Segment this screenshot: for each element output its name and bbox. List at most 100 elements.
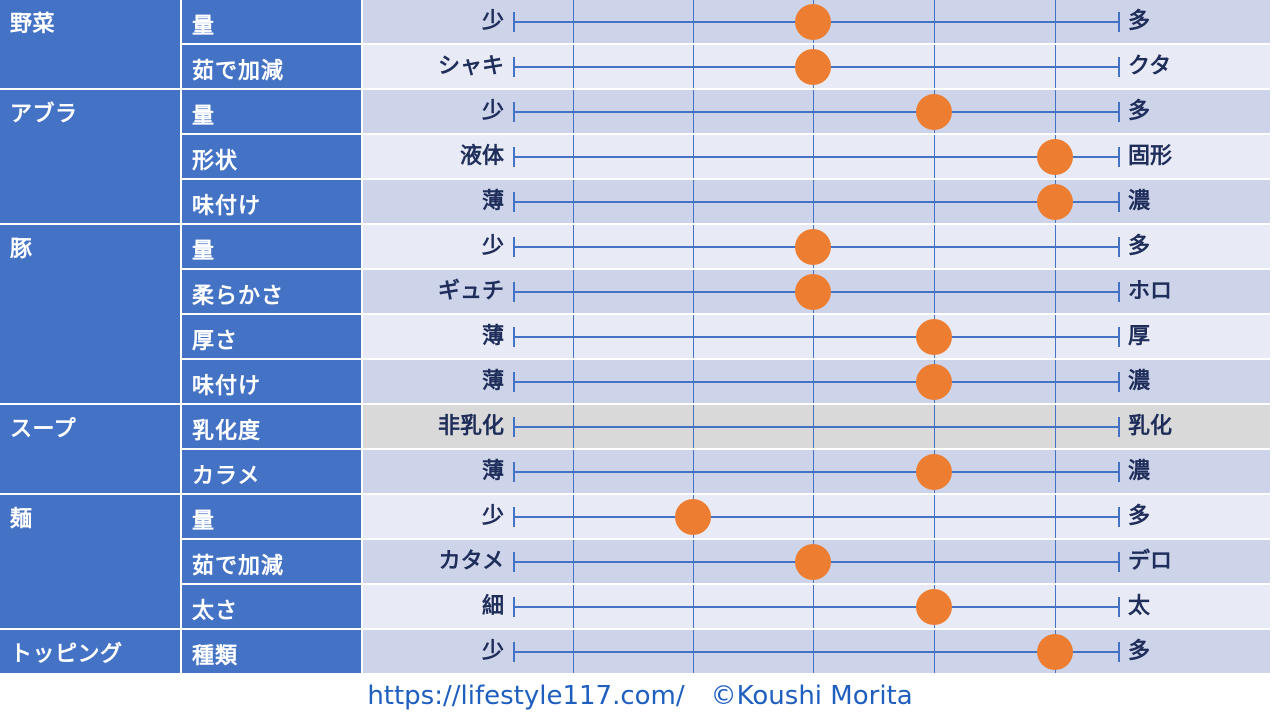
- scale-end-tick: [1118, 237, 1120, 257]
- scale-end-tick: [1118, 192, 1120, 212]
- property-label: 味付け: [182, 360, 361, 403]
- scale-row: 少多: [363, 90, 1270, 133]
- scale-gridline: [573, 540, 574, 583]
- scale-left-label: ギュチ: [437, 279, 504, 304]
- scale-end-tick: [1118, 552, 1120, 572]
- value-marker: [675, 499, 711, 535]
- property-label: カラメ: [182, 450, 361, 493]
- scale-end-tick: [1118, 507, 1120, 527]
- scale-end-tick: [1118, 417, 1120, 437]
- scale-axis-line: [513, 201, 1118, 203]
- scale-left-label: 少: [481, 99, 504, 124]
- property-label: 柔らかさ: [182, 270, 361, 313]
- scale-gridline: [934, 630, 935, 673]
- scale-gridline: [573, 135, 574, 178]
- scale-gridline: [573, 0, 574, 43]
- scale-gridline: [813, 360, 814, 403]
- scale-end-tick: [1118, 597, 1120, 617]
- scale-row: 薄厚: [363, 315, 1270, 358]
- scale-gridline: [813, 630, 814, 673]
- scale-end-tick: [513, 57, 515, 77]
- scale-gridline: [1055, 270, 1056, 313]
- scale-end-tick: [1118, 12, 1120, 32]
- scale-left-label: 少: [481, 9, 504, 34]
- scale-gridline: [934, 180, 935, 223]
- scale-gridline: [693, 45, 694, 88]
- scale-gridline: [934, 225, 935, 268]
- scale-gridline: [813, 315, 814, 358]
- scale-left-label: シャキ: [437, 54, 504, 79]
- scale-gridline: [813, 585, 814, 628]
- scale-end-tick: [513, 327, 515, 347]
- scale-row: 液体 固形: [363, 135, 1270, 178]
- scale-gridline: [934, 495, 935, 538]
- scale-end-tick: [513, 552, 515, 572]
- scale-right-label: 多: [1128, 639, 1151, 664]
- scale-right-label: 厚: [1128, 324, 1151, 349]
- value-marker: [795, 274, 831, 310]
- scale-gridline: [813, 405, 814, 448]
- property-label: 厚さ: [182, 315, 361, 358]
- scale-gridline: [1055, 45, 1056, 88]
- property-label: 乳化度: [182, 405, 361, 448]
- property-label: 量: [182, 90, 361, 133]
- scale-end-tick: [1118, 372, 1120, 392]
- scale-end-tick: [1118, 57, 1120, 77]
- scale-row: 薄濃: [363, 360, 1270, 403]
- scale-gridline: [813, 450, 814, 493]
- scale-gridline: [1055, 360, 1056, 403]
- scale-end-tick: [513, 372, 515, 392]
- scale-end-tick: [513, 102, 515, 122]
- scale-gridline: [573, 585, 574, 628]
- scale-axis-line: [513, 381, 1118, 383]
- scale-right-label: 乳化: [1128, 414, 1173, 439]
- scale-end-tick: [513, 147, 515, 167]
- scale-left-label: 細: [481, 594, 504, 619]
- scale-gridline: [573, 315, 574, 358]
- scale-gridline: [693, 585, 694, 628]
- property-label: 量: [182, 0, 361, 43]
- scale-gridline: [573, 45, 574, 88]
- scale-gridline: [573, 90, 574, 133]
- scale-gridline: [1055, 405, 1056, 448]
- scale-end-tick: [513, 12, 515, 32]
- scale-gridline: [1055, 315, 1056, 358]
- category-label: スープ: [0, 405, 180, 493]
- value-marker: [1037, 634, 1073, 670]
- scale-gridline: [934, 45, 935, 88]
- scale-gridline: [693, 540, 694, 583]
- scale-gridline: [693, 225, 694, 268]
- value-marker: [795, 49, 831, 85]
- scale-axis-line: [513, 156, 1118, 158]
- category-label: アブラ: [0, 90, 180, 223]
- scale-end-tick: [1118, 462, 1120, 482]
- property-label: 形状: [182, 135, 361, 178]
- scale-axis-line: [513, 516, 1118, 518]
- scale-gridline: [693, 180, 694, 223]
- scale-end-tick: [1118, 147, 1120, 167]
- scale-gridline: [573, 360, 574, 403]
- scale-gridline: [813, 135, 814, 178]
- category-label: 野菜: [0, 0, 180, 88]
- value-marker: [916, 364, 952, 400]
- scale-gridline: [693, 630, 694, 673]
- property-label: 種類: [182, 630, 361, 673]
- scale-gridline: [1055, 540, 1056, 583]
- scale-left-label: 薄: [481, 189, 504, 214]
- scale-left-label: 少: [481, 639, 504, 664]
- scale-axis-line: [513, 111, 1118, 113]
- scale-end-tick: [513, 282, 515, 302]
- value-marker: [916, 319, 952, 355]
- scale-end-tick: [513, 237, 515, 257]
- scale-row: シャキ クタ: [363, 45, 1270, 88]
- value-marker: [795, 4, 831, 40]
- scale-end-tick: [513, 417, 515, 437]
- scale-end-tick: [1118, 282, 1120, 302]
- category-label: 豚: [0, 225, 180, 403]
- scale-left-label: 少: [481, 234, 504, 259]
- scale-right-label: 濃: [1128, 189, 1151, 214]
- scale-gridline: [934, 0, 935, 43]
- scale-gridline: [573, 450, 574, 493]
- property-label: 太さ: [182, 585, 361, 628]
- value-marker: [916, 589, 952, 625]
